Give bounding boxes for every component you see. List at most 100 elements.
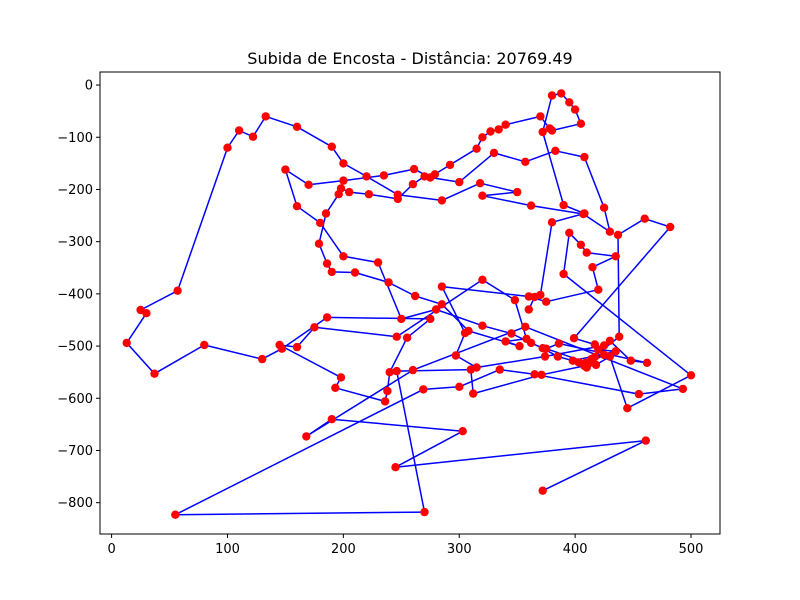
- city-point: [397, 314, 406, 324]
- city-point: [623, 404, 632, 413]
- city-point: [393, 194, 402, 204]
- city-point: [565, 228, 574, 237]
- city-point: [590, 352, 599, 362]
- route-segment: [435, 308, 483, 327]
- city-point: [475, 179, 485, 188]
- plot-area: [122, 89, 696, 519]
- route-segment: [449, 148, 477, 166]
- route-segment: [563, 273, 692, 376]
- city-point: [327, 415, 336, 424]
- y-tick-label: −800: [57, 496, 93, 511]
- city-point: [551, 146, 560, 155]
- city-point: [322, 313, 332, 322]
- route-segment: [539, 222, 553, 296]
- city-point: [580, 152, 589, 162]
- city-point: [458, 427, 467, 436]
- y-tick-label: −100: [57, 131, 93, 146]
- city-point: [391, 463, 400, 472]
- city-point: [553, 352, 562, 361]
- city-point: [530, 292, 539, 302]
- city-point: [678, 384, 688, 394]
- route-segment: [174, 388, 424, 516]
- x-tick-label: 100: [215, 542, 240, 557]
- city-point: [594, 285, 603, 294]
- city-point: [478, 191, 487, 200]
- route-segment: [327, 316, 431, 320]
- route-segment: [305, 369, 414, 438]
- city-point: [547, 126, 557, 135]
- y-tick-label: −300: [57, 235, 93, 250]
- route-segment: [514, 299, 528, 340]
- city-point: [336, 373, 346, 382]
- route-segment: [354, 271, 389, 284]
- city-point: [547, 218, 557, 227]
- route-segment: [626, 374, 692, 409]
- route-segment: [296, 126, 333, 148]
- route-segment: [175, 511, 425, 516]
- city-point: [142, 309, 151, 318]
- route-segment: [308, 179, 344, 186]
- city-point: [615, 332, 624, 341]
- city-point: [542, 297, 551, 306]
- city-point: [430, 170, 440, 179]
- city-point: [392, 332, 401, 341]
- route-segment: [546, 288, 599, 303]
- route-segment: [154, 344, 205, 375]
- route-segment: [582, 213, 611, 233]
- city-point: [469, 389, 478, 398]
- route-segment: [279, 344, 342, 379]
- route-segment: [482, 279, 516, 301]
- y-tick-label: 0: [85, 79, 93, 94]
- city-point: [537, 370, 546, 379]
- city-point: [420, 507, 429, 517]
- route-segment: [441, 182, 481, 202]
- city-point: [515, 341, 524, 351]
- route-segment: [281, 316, 328, 350]
- city-point: [582, 363, 591, 372]
- route-segment: [525, 150, 556, 163]
- city-point: [327, 142, 336, 151]
- route-segment: [388, 281, 416, 297]
- city-point: [489, 148, 499, 158]
- city-point: [634, 389, 644, 399]
- city-point: [611, 347, 620, 356]
- city-point: [588, 263, 597, 272]
- city-point: [524, 305, 533, 314]
- x-tick-label: 200: [331, 542, 356, 557]
- route-segment: [476, 355, 546, 369]
- route-segment: [296, 326, 315, 348]
- city-point: [339, 252, 348, 261]
- city-point: [538, 486, 547, 495]
- route-segment: [609, 340, 632, 362]
- route-segment: [314, 326, 397, 338]
- city-point: [494, 125, 503, 134]
- city-point: [570, 105, 580, 114]
- route-segment: [541, 95, 553, 133]
- route-segment: [395, 439, 646, 468]
- route-segment: [368, 193, 398, 200]
- city-point: [642, 358, 652, 367]
- y-tick-label: −700: [57, 444, 93, 459]
- city-point: [384, 278, 393, 287]
- city-point: [408, 365, 418, 375]
- y-tick-label: −600: [57, 392, 93, 407]
- city-point: [478, 275, 487, 284]
- city-point: [455, 382, 464, 391]
- city-point: [513, 187, 522, 197]
- axis-ticks: 0 100 200 300 400 500 0 −100 −200 −300 −400 −500 −60…: [57, 79, 703, 557]
- city-point: [362, 172, 371, 181]
- city-point: [530, 370, 539, 379]
- city-point: [522, 334, 531, 343]
- route-segment: [395, 430, 464, 468]
- route-segment: [383, 168, 415, 177]
- city-point: [321, 209, 331, 218]
- city-point: [304, 180, 313, 189]
- city-point: [464, 326, 473, 336]
- route-segment: [335, 387, 386, 403]
- city-point: [409, 164, 419, 174]
- city-point: [364, 190, 374, 199]
- city-point: [437, 196, 447, 205]
- route-segment: [319, 222, 345, 257]
- route-segment: [126, 342, 156, 375]
- city-point: [292, 202, 302, 211]
